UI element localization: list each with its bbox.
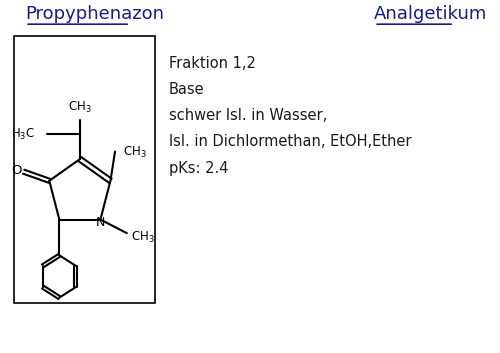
Text: O: O bbox=[11, 164, 22, 177]
Text: CH$_3$: CH$_3$ bbox=[68, 100, 92, 115]
Text: lsl. in Dichlormethan, EtOH,Ether: lsl. in Dichlormethan, EtOH,Ether bbox=[169, 134, 412, 149]
Text: Propyphenazon: Propyphenazon bbox=[25, 5, 164, 23]
Text: Base: Base bbox=[169, 82, 204, 97]
Text: CH$_3$: CH$_3$ bbox=[132, 230, 155, 245]
Text: Fraktion 1,2: Fraktion 1,2 bbox=[169, 56, 256, 71]
Text: N: N bbox=[96, 216, 106, 229]
Text: Analgetikum: Analgetikum bbox=[374, 5, 488, 23]
Text: pKs: 2.4: pKs: 2.4 bbox=[169, 161, 228, 176]
Text: H$_3$C: H$_3$C bbox=[12, 126, 36, 142]
Text: schwer lsl. in Wasser,: schwer lsl. in Wasser, bbox=[169, 108, 327, 123]
Text: CH$_3$: CH$_3$ bbox=[123, 145, 147, 160]
